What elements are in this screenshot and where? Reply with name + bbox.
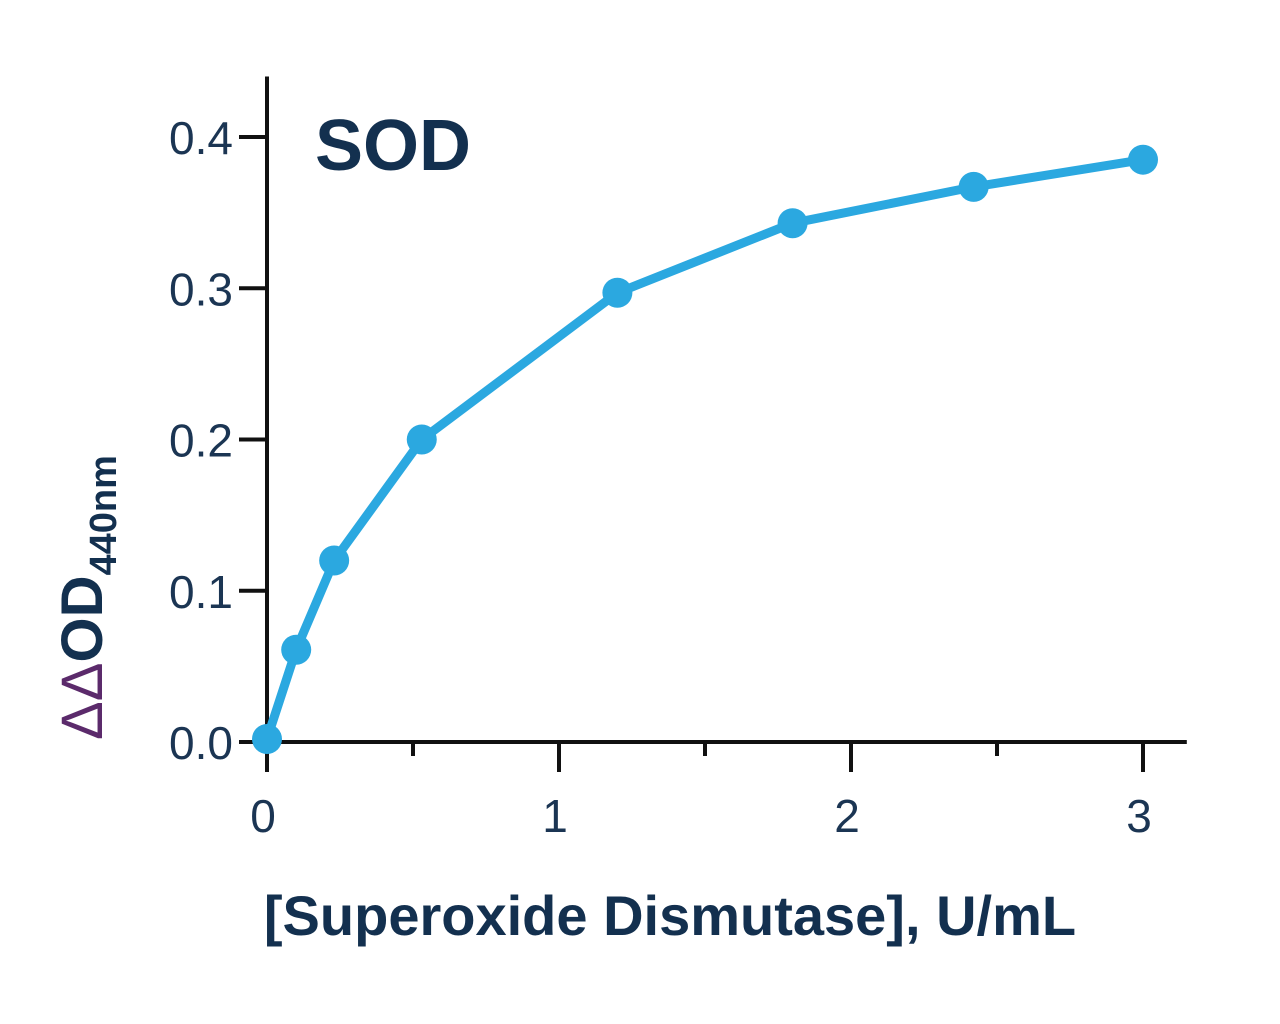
- y-tick-label: 0.2: [169, 415, 233, 467]
- data-point: [281, 634, 312, 665]
- y-axis-title-delta: ΔΔ: [50, 663, 115, 740]
- y-tick-label: 0.3: [169, 263, 233, 315]
- tick-marks: [239, 135, 1145, 772]
- data-point: [1128, 144, 1158, 175]
- x-tick-label: 1: [542, 790, 568, 842]
- y-axis-title: ΔΔOD440nm: [50, 455, 125, 740]
- chart-title: SOD: [315, 106, 471, 186]
- data-series: [252, 144, 1158, 754]
- x-tick-label: 2: [834, 790, 860, 842]
- y-axis-title-main: OD: [50, 576, 115, 663]
- y-tick-label: 0.0: [169, 717, 233, 769]
- data-point: [406, 424, 437, 455]
- series-line: [262, 155, 1148, 744]
- x-tick-label: 3: [1126, 790, 1152, 842]
- data-point: [777, 208, 808, 239]
- y-axis-title-subscript: 440nm: [83, 455, 125, 575]
- data-point: [319, 545, 350, 576]
- data-point: [602, 277, 633, 308]
- axes: [239, 76, 1187, 760]
- y-tick-label: 0.4: [169, 112, 233, 164]
- x-tick-label: 0: [250, 790, 276, 842]
- x-axis-title: [Superoxide Dismutase], U/mL: [264, 884, 1076, 947]
- data-point: [958, 171, 989, 202]
- tick-labels: 0 1 2 3 0.0 0.1 0.2 0.3 0.4: [169, 112, 1152, 842]
- y-tick-label: 0.1: [169, 566, 233, 618]
- data-point: [252, 723, 282, 754]
